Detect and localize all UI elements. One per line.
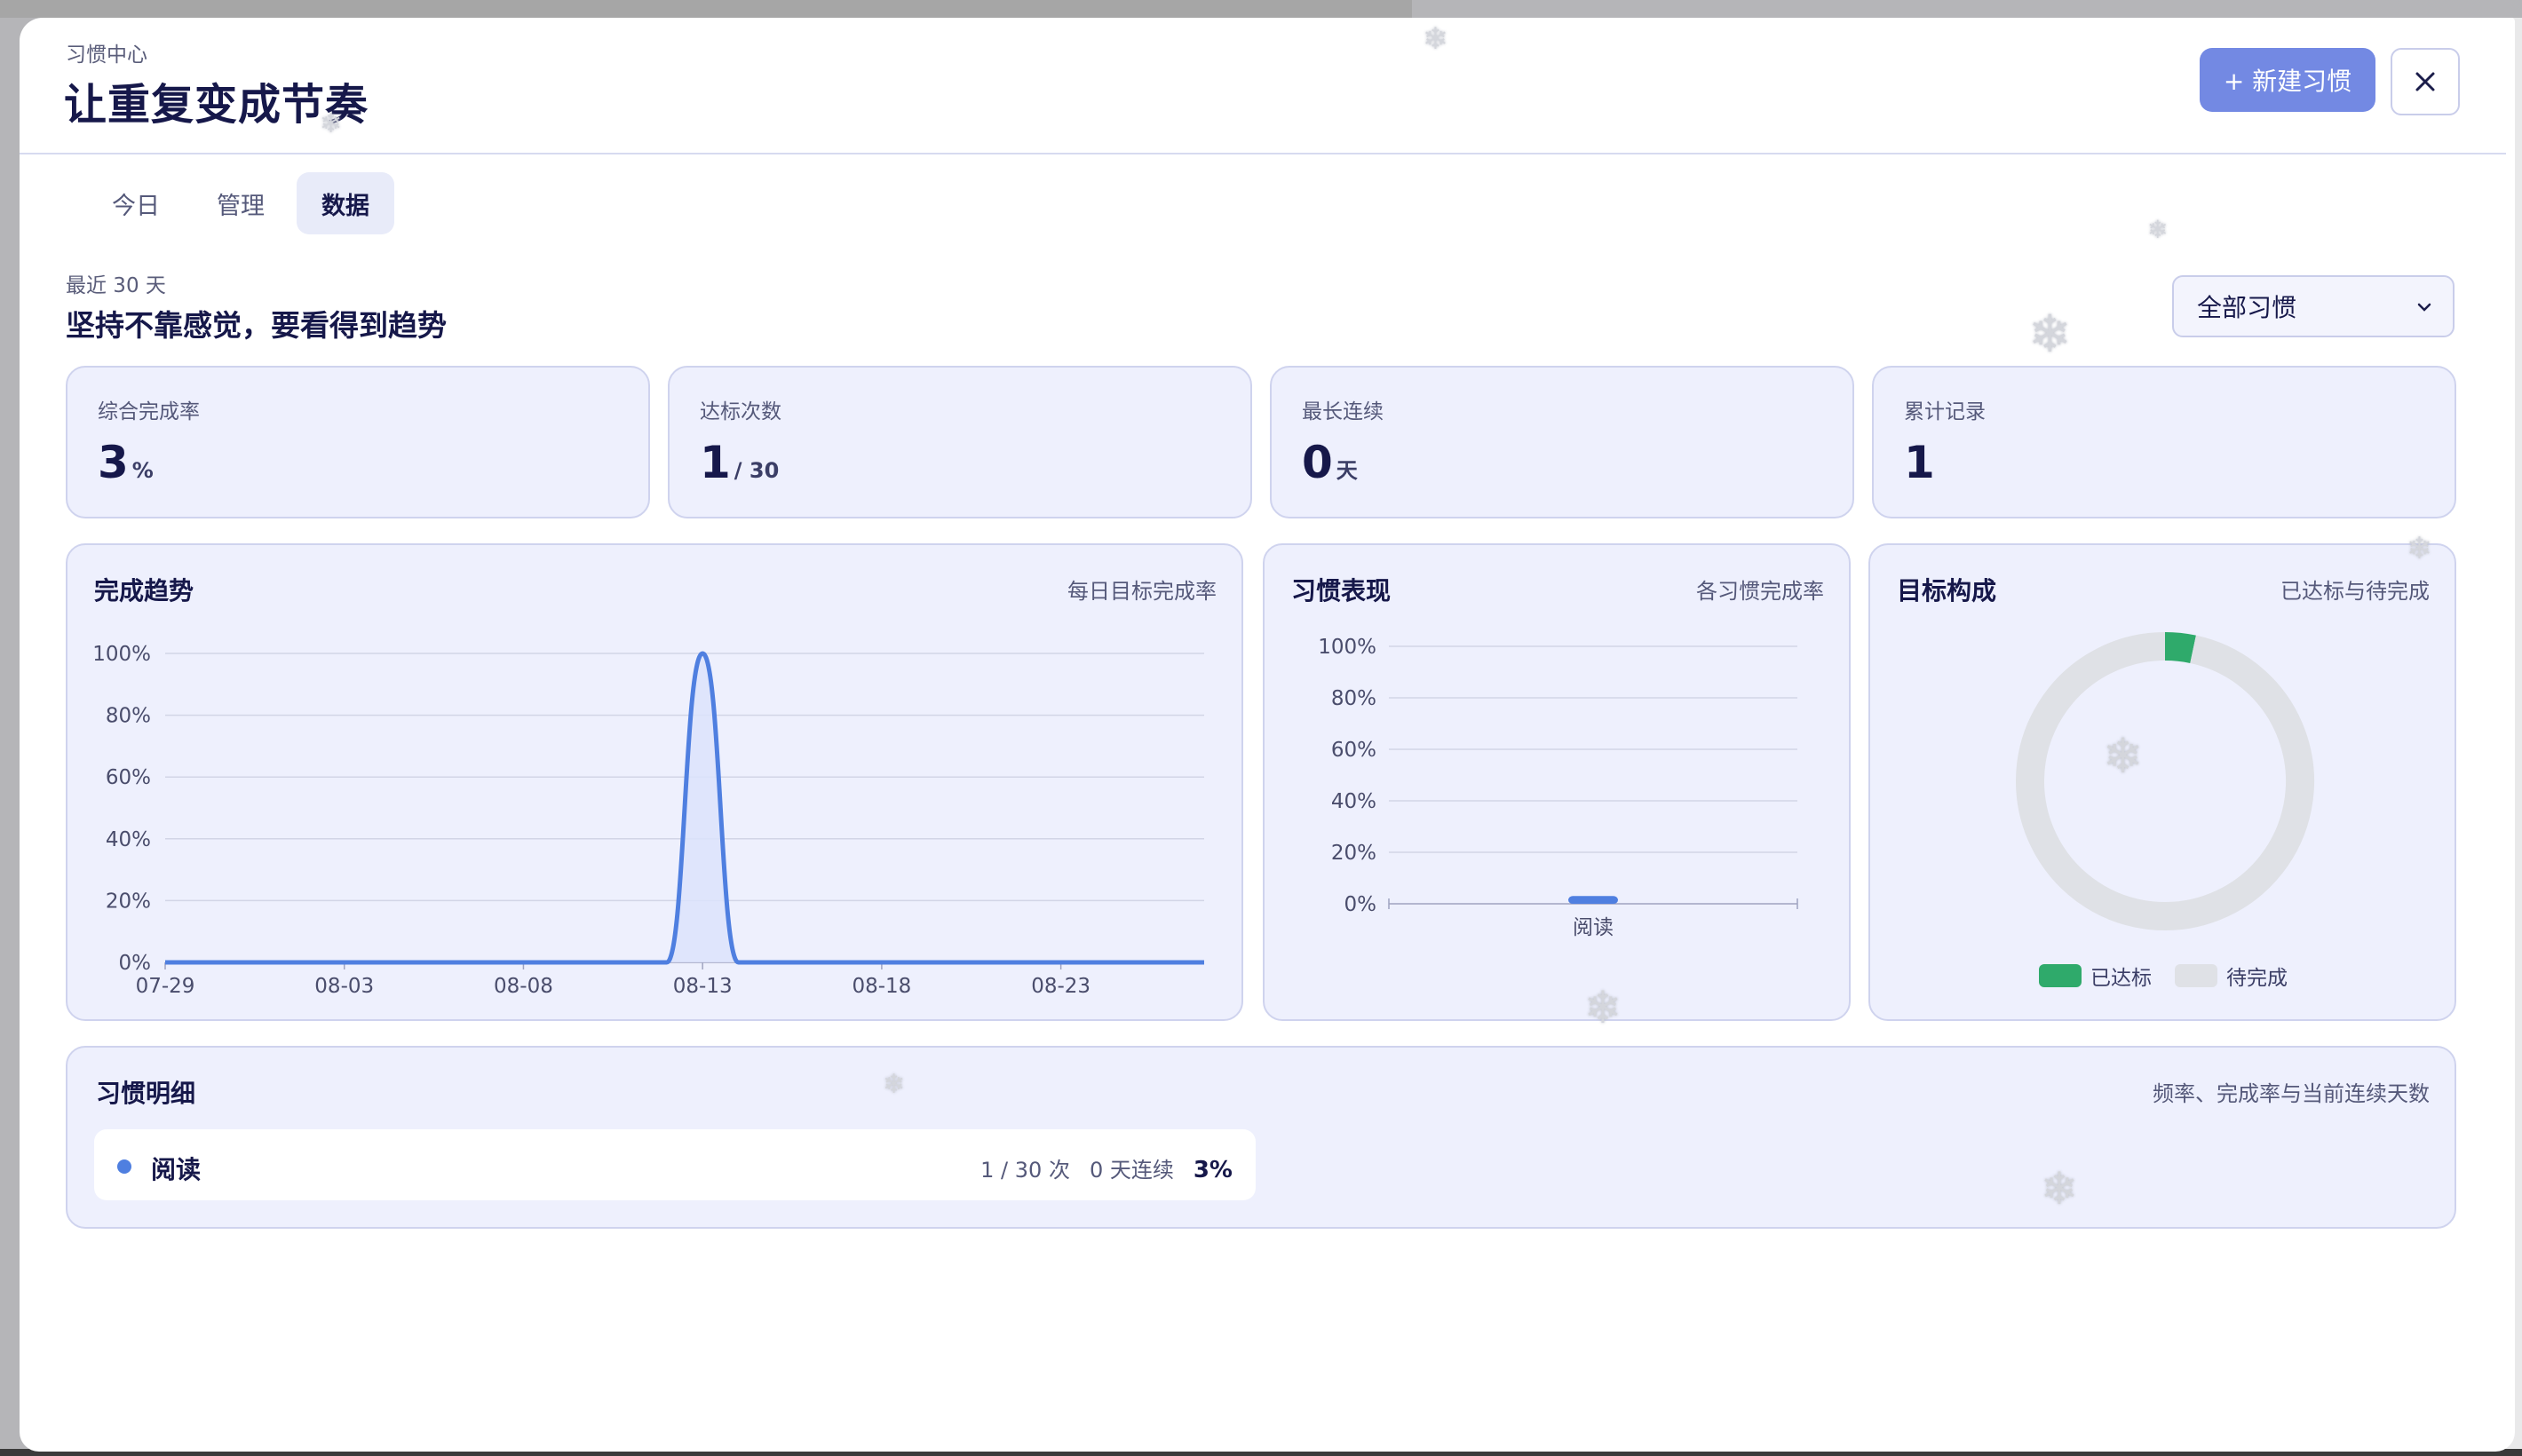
modal-header: 习惯中心 让重复变成节奏 + 新建习惯 bbox=[20, 18, 2506, 154]
trend-x-tick-label: 08-23 bbox=[1031, 975, 1090, 998]
details-subtitle: 频率、完成率与当前连续天数 bbox=[2153, 1081, 2430, 1106]
habit-rate: 3% bbox=[1193, 1157, 1233, 1183]
trend-y-tick-label: 0% bbox=[119, 952, 152, 975]
stat-value: 3% bbox=[98, 437, 154, 488]
snowflake-icon: ❄ bbox=[883, 1069, 906, 1100]
habit-details-card: 习惯明细 频率、完成率与当前连续天数 阅读 1 / 30 次 0 天连续 3% bbox=[66, 1046, 2456, 1229]
trend-y-tick-label: 20% bbox=[106, 890, 151, 913]
stat-card-total-records: 累计记录 1 bbox=[1872, 366, 2456, 518]
bar-y-tick-label: 80% bbox=[1331, 687, 1376, 710]
snowflake-icon: ❄ bbox=[2147, 215, 2169, 244]
snowflake-icon: ❄ bbox=[1584, 982, 1622, 1033]
tab-today[interactable]: 今日 bbox=[112, 192, 160, 220]
trend-y-tick-label: 100% bbox=[92, 643, 151, 666]
goal-composition-card: 目标构成 已达标与待完成 已达标 待完成 bbox=[1868, 543, 2456, 1021]
habit-streak: 0 天连续 bbox=[1089, 1158, 1174, 1183]
bar-y-tick-label: 60% bbox=[1331, 739, 1376, 762]
bar-y-tick-label: 100% bbox=[1318, 636, 1376, 659]
trend-line bbox=[165, 651, 1204, 965]
habit-name: 阅读 bbox=[151, 1155, 202, 1184]
habit-count: 1 / 30 次 bbox=[980, 1158, 1070, 1183]
stat-value: 1/ 30 bbox=[700, 437, 780, 488]
goal-chart-title: 目标构成 bbox=[1897, 576, 1997, 605]
close-button[interactable] bbox=[2391, 48, 2460, 115]
background-window-strip bbox=[0, 0, 1412, 18]
stat-label: 累计记录 bbox=[1904, 400, 1986, 423]
stat-label: 最长连续 bbox=[1302, 400, 1384, 423]
stat-label: 综合完成率 bbox=[98, 400, 200, 423]
legend-item-done: 已达标 bbox=[2039, 961, 2152, 991]
legend-swatch-pending bbox=[2175, 964, 2217, 987]
bar-y-tick-label: 20% bbox=[1331, 842, 1376, 865]
habit-chart-title: 习惯表现 bbox=[1291, 576, 1392, 605]
bar-category-label: 阅读 bbox=[1573, 916, 1614, 939]
trend-x-tick-label: 08-03 bbox=[314, 975, 374, 998]
trend-x-tick-label: 07-29 bbox=[136, 975, 195, 998]
goal-donut-chart bbox=[2016, 632, 2314, 930]
trend-x-tick-label: 08-08 bbox=[494, 975, 553, 998]
view-tabs: 今日 管理 数据 bbox=[87, 172, 394, 236]
stat-label: 达标次数 bbox=[700, 400, 781, 423]
trend-y-tick-label: 40% bbox=[106, 828, 151, 851]
trend-chart-title: 完成趋势 bbox=[94, 576, 194, 605]
legend-swatch-done bbox=[2039, 964, 2082, 987]
habit-performance-card: 习惯表现 各习惯完成率 0% 20% 40% 60% 80% 100% 阅读 bbox=[1263, 543, 1851, 1021]
details-title: 习惯明细 bbox=[96, 1079, 196, 1108]
donut-slice-1 bbox=[2016, 632, 2314, 930]
habit-bar-chart: 0% 20% 40% 60% 80% 100% 阅读 bbox=[1318, 636, 1798, 939]
range-label: 最近 30 天 bbox=[66, 274, 166, 297]
goal-chart-subtitle: 已达标与待完成 bbox=[2280, 579, 2430, 604]
habit-detail-row[interactable]: 阅读 1 / 30 次 0 天连续 3% bbox=[94, 1129, 1256, 1200]
stat-card-completion-rate: 综合完成率 3% bbox=[66, 366, 650, 518]
legend-label-pending: 待完成 bbox=[2226, 967, 2288, 990]
donut-slice-0 bbox=[2164, 632, 2196, 664]
chevron-down-icon bbox=[2417, 303, 2431, 312]
close-icon bbox=[2415, 72, 2435, 91]
tab-manage[interactable]: 管理 bbox=[217, 192, 265, 220]
trend-x-tick-label: 08-18 bbox=[852, 975, 911, 998]
stat-value: 1 bbox=[1904, 437, 1935, 488]
section-title: 坚持不靠感觉，要看得到趋势 bbox=[66, 308, 447, 343]
goal-legend: 已达标 待完成 bbox=[2039, 961, 2288, 991]
stat-card-goal-hits: 达标次数 1/ 30 bbox=[668, 366, 1252, 518]
habit-filter-value: 全部习惯 bbox=[2197, 293, 2297, 322]
bar-y-tick-label: 0% bbox=[1344, 893, 1377, 916]
trend-chart-subtitle: 每日目标完成率 bbox=[1067, 579, 1217, 604]
modal-title: 让重复变成节奏 bbox=[64, 80, 369, 130]
trend-y-tick-label: 80% bbox=[106, 705, 151, 728]
trend-y-tick-label: 60% bbox=[106, 766, 151, 789]
legend-item-pending: 待完成 bbox=[2175, 961, 2288, 991]
habit-meta: 1 / 30 次 0 天连续 3% bbox=[980, 1152, 1233, 1183]
habit-chart-subtitle: 各习惯完成率 bbox=[1696, 579, 1824, 604]
habit-center-modal: 习惯中心 让重复变成节奏 + 新建习惯 今日 管理 数据 最近 30 天 坚持不… bbox=[20, 18, 2515, 1452]
new-habit-button[interactable]: + 新建习惯 bbox=[2200, 48, 2375, 112]
snowflake-icon: ❄ bbox=[2103, 728, 2144, 784]
snowflake-icon: ❄ bbox=[2028, 304, 2072, 364]
trend-x-tick-label: 08-13 bbox=[673, 975, 733, 998]
bar-y-tick-label: 40% bbox=[1331, 790, 1376, 813]
background-taskbar-edge bbox=[0, 1449, 2522, 1456]
snowflake-icon: ❄ bbox=[2407, 531, 2432, 566]
snowflake-icon: ❄ bbox=[1423, 21, 1448, 57]
snowflake-icon: ❄ bbox=[320, 108, 343, 139]
trend-chart: 0% 20% 40% 60% 80% 100% 07-29 08-03 08-08 08-13 08… bbox=[92, 643, 1204, 998]
modal-eyebrow: 习惯中心 bbox=[66, 44, 147, 67]
tab-data[interactable]: 数据 bbox=[297, 172, 394, 234]
trend-chart-card: 完成趋势 每日目标完成率 0% 20% 40% 60% 80% 100% 07-29 08-0… bbox=[66, 543, 1243, 1021]
legend-label-done: 已达标 bbox=[2090, 967, 2152, 990]
habit-color-dot bbox=[117, 1159, 131, 1174]
habit-filter-select[interactable]: 全部习惯 bbox=[2172, 275, 2455, 337]
snowflake-icon: ❄ bbox=[2041, 1163, 2078, 1215]
bar-0 bbox=[1568, 896, 1618, 904]
